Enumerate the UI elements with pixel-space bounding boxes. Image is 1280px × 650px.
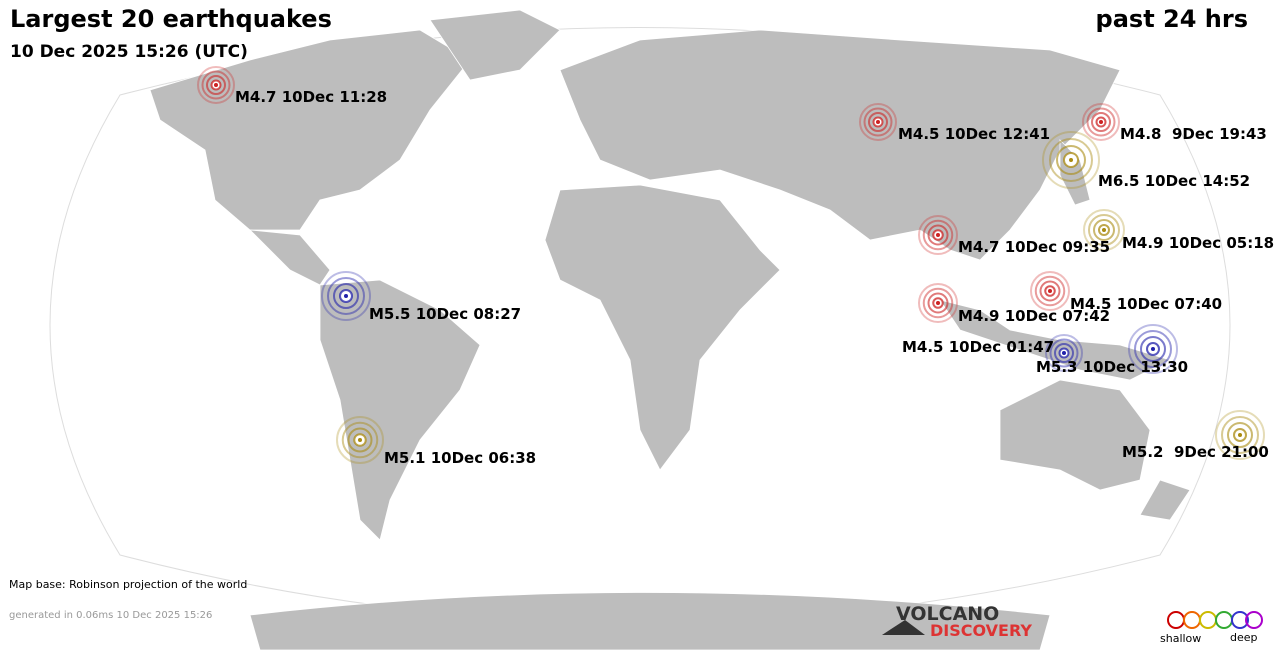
period: past 24 hrs	[1096, 5, 1248, 33]
quake-center	[1062, 351, 1066, 355]
quake-ring	[1088, 214, 1120, 246]
quake-ring	[918, 283, 958, 323]
quake-center	[876, 120, 880, 124]
quake-label: M5.1 10Dec 06:38	[384, 449, 536, 467]
quake-ring	[1140, 336, 1166, 362]
logo: VOLCANO DISCOVERY	[882, 603, 1032, 640]
legend-ring	[1245, 611, 1263, 629]
quake-ring	[1056, 145, 1086, 175]
datetime: 10 Dec 2025 15:26 (UTC)	[10, 42, 248, 62]
legend-shallow: shallow	[1160, 632, 1201, 645]
legend-deep: deep	[1230, 631, 1258, 644]
quake-ring	[1128, 324, 1178, 374]
quake-ring	[1083, 209, 1125, 251]
quake-ring	[1227, 422, 1253, 448]
quake-layer: M4.7 10Dec 11:28 M4.5 10Dec 12:41 M4.8 9De…	[197, 66, 1274, 467]
quake-ring	[1049, 338, 1079, 368]
quake-ring	[922, 219, 954, 251]
quake-label: M6.5 10Dec 14:52	[1098, 172, 1250, 190]
quake-ring	[1042, 131, 1100, 189]
legend-ring	[1167, 611, 1185, 629]
quake-ring	[1221, 416, 1259, 454]
quake-label: M5.3 10Dec 13:30	[1036, 358, 1188, 376]
legend-ring	[1231, 611, 1249, 629]
quake-ring	[1093, 219, 1115, 241]
quake-center	[1069, 158, 1073, 162]
quake-center	[1102, 228, 1106, 232]
quake-label: M4.9 10Dec 07:42	[958, 307, 1110, 325]
quake-ring	[918, 215, 958, 255]
quake-label: M5.2 9Dec 21:00	[1122, 443, 1269, 461]
quake-center	[344, 294, 348, 298]
quake-label: M4.7 10Dec 09:35	[958, 238, 1110, 256]
quake-label: M5.5 10Dec 08:27	[369, 305, 521, 323]
quake-ring	[1215, 410, 1265, 460]
quake-ring	[1086, 107, 1116, 137]
quake-ring	[1049, 138, 1093, 182]
quake-ring	[922, 287, 954, 319]
quake-label: M4.5 10Dec 01:47	[902, 338, 1054, 356]
quake-center	[936, 301, 940, 305]
quake-ring	[859, 103, 897, 141]
logo-line1: VOLCANO	[896, 603, 999, 625]
map-base: Map base: Robinson projection of the wor…	[9, 578, 247, 591]
quake-ring	[201, 70, 231, 100]
quake-label: M4.8 9Dec 19:43	[1120, 125, 1267, 143]
quake-ring	[341, 421, 379, 459]
depth-legend: shallow deep	[1160, 611, 1263, 645]
generated: generated in 0.06ms 10 Dec 2025 15:26	[9, 610, 212, 621]
logo-line2: DISCOVERY	[930, 621, 1032, 640]
quake-ring	[206, 75, 226, 95]
quake-ring	[1134, 330, 1172, 368]
quake-center	[1048, 289, 1052, 293]
quake-label: M4.9 10Dec 05:18	[1122, 234, 1274, 252]
title: Largest 20 earthquakes	[10, 5, 332, 33]
quake-ring	[1054, 343, 1074, 363]
legend-ring	[1183, 611, 1201, 629]
quake-ring	[1034, 275, 1066, 307]
quake-ring	[863, 107, 893, 137]
quake-center	[358, 438, 362, 442]
quake-ring	[1082, 103, 1120, 141]
quake-center	[1151, 347, 1155, 351]
quake-ring	[927, 224, 949, 246]
quake-center	[1099, 120, 1103, 124]
quake-ring	[1030, 271, 1070, 311]
quake-ring	[336, 416, 384, 464]
continents	[149, 9, 1191, 650]
quake-ring	[1039, 280, 1061, 302]
quake-label: M4.5 10Dec 07:40	[1070, 295, 1222, 313]
legend-ring	[1215, 611, 1233, 629]
quake-ring	[927, 292, 949, 314]
quake-ring	[1045, 334, 1083, 372]
quake-ring	[327, 277, 365, 315]
quake-ring	[333, 283, 359, 309]
logo-icon	[882, 620, 925, 635]
quake-ring	[321, 271, 371, 321]
quake-center	[936, 233, 940, 237]
quake-center	[1238, 433, 1242, 437]
quake-ring	[1091, 112, 1111, 132]
quake-ring	[868, 112, 888, 132]
quake-ring	[347, 427, 373, 453]
legend-ring	[1199, 611, 1217, 629]
quake-label: M4.5 10Dec 12:41	[898, 125, 1050, 143]
quake-center	[214, 83, 218, 87]
quake-ring	[197, 66, 235, 104]
quake-label: M4.7 10Dec 11:28	[235, 88, 387, 106]
